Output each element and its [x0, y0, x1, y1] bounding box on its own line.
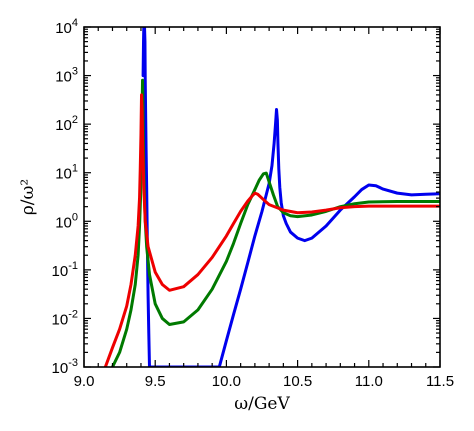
- y-tick-label-4: 101: [55, 163, 78, 183]
- x-tick-label-4: 11.0: [355, 373, 383, 390]
- plot-frame: [83, 26, 441, 368]
- y-tick-label-2: 10-1: [52, 260, 78, 280]
- y-tick-label-5: 102: [55, 114, 78, 134]
- tick-layer: [83, 26, 441, 368]
- x-tick-label-0: 9.0: [74, 373, 95, 390]
- series-line-3: [103, 93, 440, 367]
- series-line-1: [141, 27, 440, 367]
- x-tick-label-2: 10.0: [212, 373, 241, 390]
- x-axis-label: ω/GeV: [234, 394, 290, 414]
- y-axis-label: ρ/ω²: [18, 179, 38, 215]
- x-tick-label-3: 10.5: [283, 373, 312, 390]
- x-tick-label-1: 9.5: [145, 373, 166, 390]
- series-layer: [103, 27, 440, 367]
- y-tick-label-0: 10-3: [52, 357, 78, 377]
- y-tick-label-7: 104: [55, 17, 78, 37]
- y-tick-label-6: 103: [55, 66, 78, 86]
- y-tick-label-3: 100: [55, 211, 78, 231]
- y-tick-label-1: 10-2: [52, 308, 78, 328]
- x-tick-label-5: 11.5: [426, 373, 454, 390]
- tick-label-layer: 9.0 9.5 10.0 10.5 11.0 11.5 10-3 10-2 10-1 100 101…: [52, 17, 455, 390]
